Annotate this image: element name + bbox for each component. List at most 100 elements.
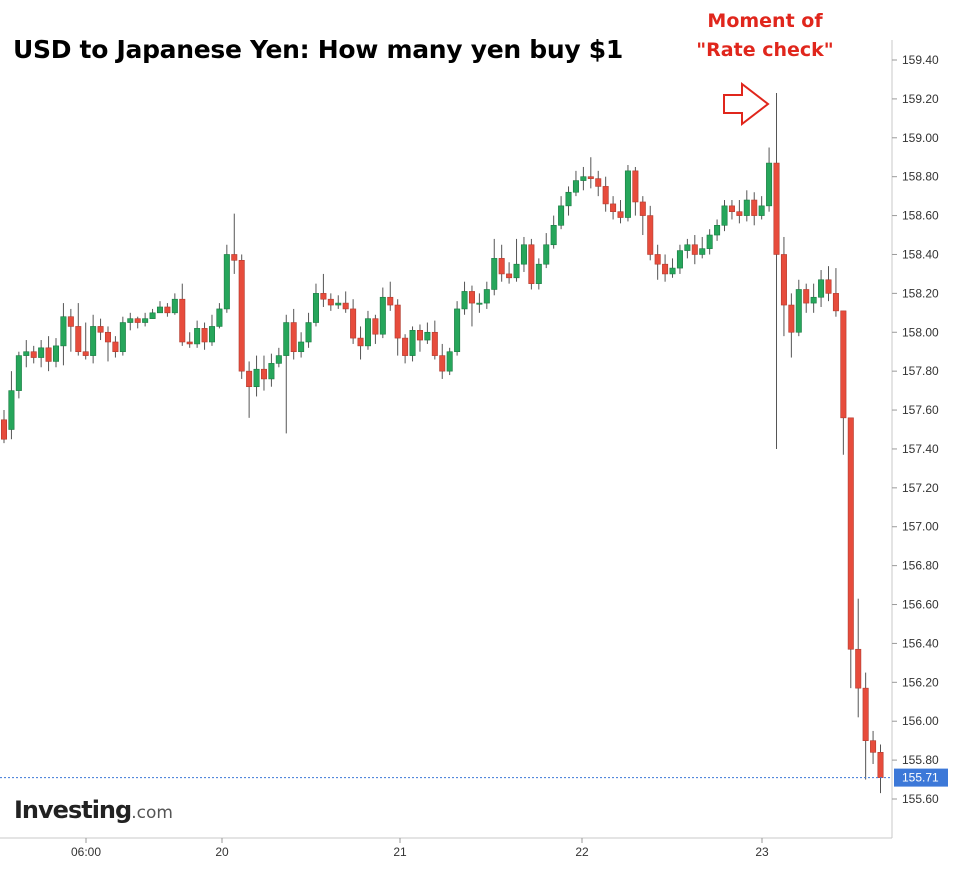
candle <box>186 332 193 348</box>
candle-body <box>550 225 557 246</box>
candle <box>468 285 475 327</box>
y-tick-label: 157.20 <box>902 481 939 495</box>
candle-body <box>142 318 149 323</box>
candle <box>134 316 141 329</box>
x-tick-label: 06:00 <box>71 845 101 859</box>
candle <box>506 262 513 284</box>
candle-body <box>15 355 22 391</box>
candle <box>201 322 208 350</box>
candle-body <box>290 322 297 353</box>
candle-body <box>543 244 550 265</box>
candle <box>855 598 862 718</box>
candle-body <box>832 293 839 312</box>
candle <box>357 326 364 360</box>
candle <box>327 293 334 311</box>
candle <box>624 165 631 222</box>
y-tick-label: 155.80 <box>902 753 939 767</box>
candle-body <box>751 199 758 216</box>
candle <box>803 283 810 313</box>
candle-body <box>298 341 305 353</box>
candle-body <box>416 330 423 341</box>
candle-body <box>847 417 854 650</box>
candle-body <box>520 244 527 265</box>
candle-body <box>253 368 260 388</box>
candle <box>298 332 305 358</box>
candle-body <box>23 351 30 356</box>
candle <box>654 244 661 280</box>
candle-body <box>669 267 676 275</box>
candle <box>632 166 639 216</box>
candle <box>498 244 505 282</box>
candle-body <box>186 341 193 345</box>
candle-body <box>691 244 698 255</box>
candle-body <box>208 326 215 343</box>
candle <box>0 410 8 444</box>
candle <box>372 314 379 344</box>
candle <box>728 200 735 220</box>
candle <box>379 287 386 339</box>
candle-body <box>238 260 245 372</box>
candle-body <box>431 331 438 356</box>
candle <box>877 744 884 794</box>
candle-body <box>654 254 661 265</box>
candle <box>312 283 319 327</box>
candle <box>602 176 609 212</box>
candle-body <box>268 363 275 380</box>
candle <box>572 170 579 197</box>
candle <box>565 186 572 216</box>
candle <box>194 320 201 348</box>
candle <box>104 326 111 362</box>
candle <box>179 283 186 346</box>
annotation-line-2: "Rate check" <box>696 39 834 61</box>
candle <box>275 347 282 368</box>
candle-body <box>498 258 505 275</box>
candle <box>454 301 461 356</box>
candle-body <box>699 248 706 255</box>
candle <box>342 291 349 313</box>
y-tick-label: 159.20 <box>902 92 939 106</box>
candle-body <box>134 318 141 323</box>
candle <box>223 244 230 313</box>
candle <box>870 730 877 764</box>
candle-body <box>402 337 409 356</box>
y-tick-label: 156.80 <box>902 559 939 573</box>
candle-body <box>840 310 847 419</box>
candle <box>587 157 594 189</box>
candle <box>714 219 721 241</box>
current-price-label: 155.71 <box>902 771 939 785</box>
candle <box>335 295 342 309</box>
candle <box>476 293 483 313</box>
investing-logo: Investing.com <box>14 796 173 824</box>
candle-body <box>602 186 609 205</box>
annotation-line-1: Moment of <box>707 10 823 32</box>
candle <box>30 345 37 364</box>
candle <box>82 322 89 360</box>
candle-body <box>728 205 735 212</box>
candle-body <box>446 351 453 372</box>
x-tick-label: 22 <box>575 845 589 859</box>
candle <box>320 273 327 307</box>
logo-suffix: .com <box>131 803 173 823</box>
candle-body <box>223 254 230 310</box>
candle <box>535 258 542 290</box>
candle <box>684 238 691 259</box>
candle-body <box>624 170 631 218</box>
candle <box>439 343 446 379</box>
candle <box>246 361 253 418</box>
y-tick-label: 157.40 <box>902 442 939 456</box>
candle-body <box>194 328 201 345</box>
candle <box>721 200 728 232</box>
candle-body <box>803 289 810 304</box>
candle-body <box>558 205 565 226</box>
candle-body <box>119 322 126 353</box>
candle <box>751 192 758 226</box>
candle <box>847 417 854 689</box>
candle-body <box>171 298 178 314</box>
x-tick-label: 20 <box>215 845 229 859</box>
candle-body <box>394 304 401 339</box>
candle <box>38 340 45 368</box>
candle <box>402 334 409 364</box>
candle <box>231 213 238 274</box>
candle <box>156 301 163 314</box>
